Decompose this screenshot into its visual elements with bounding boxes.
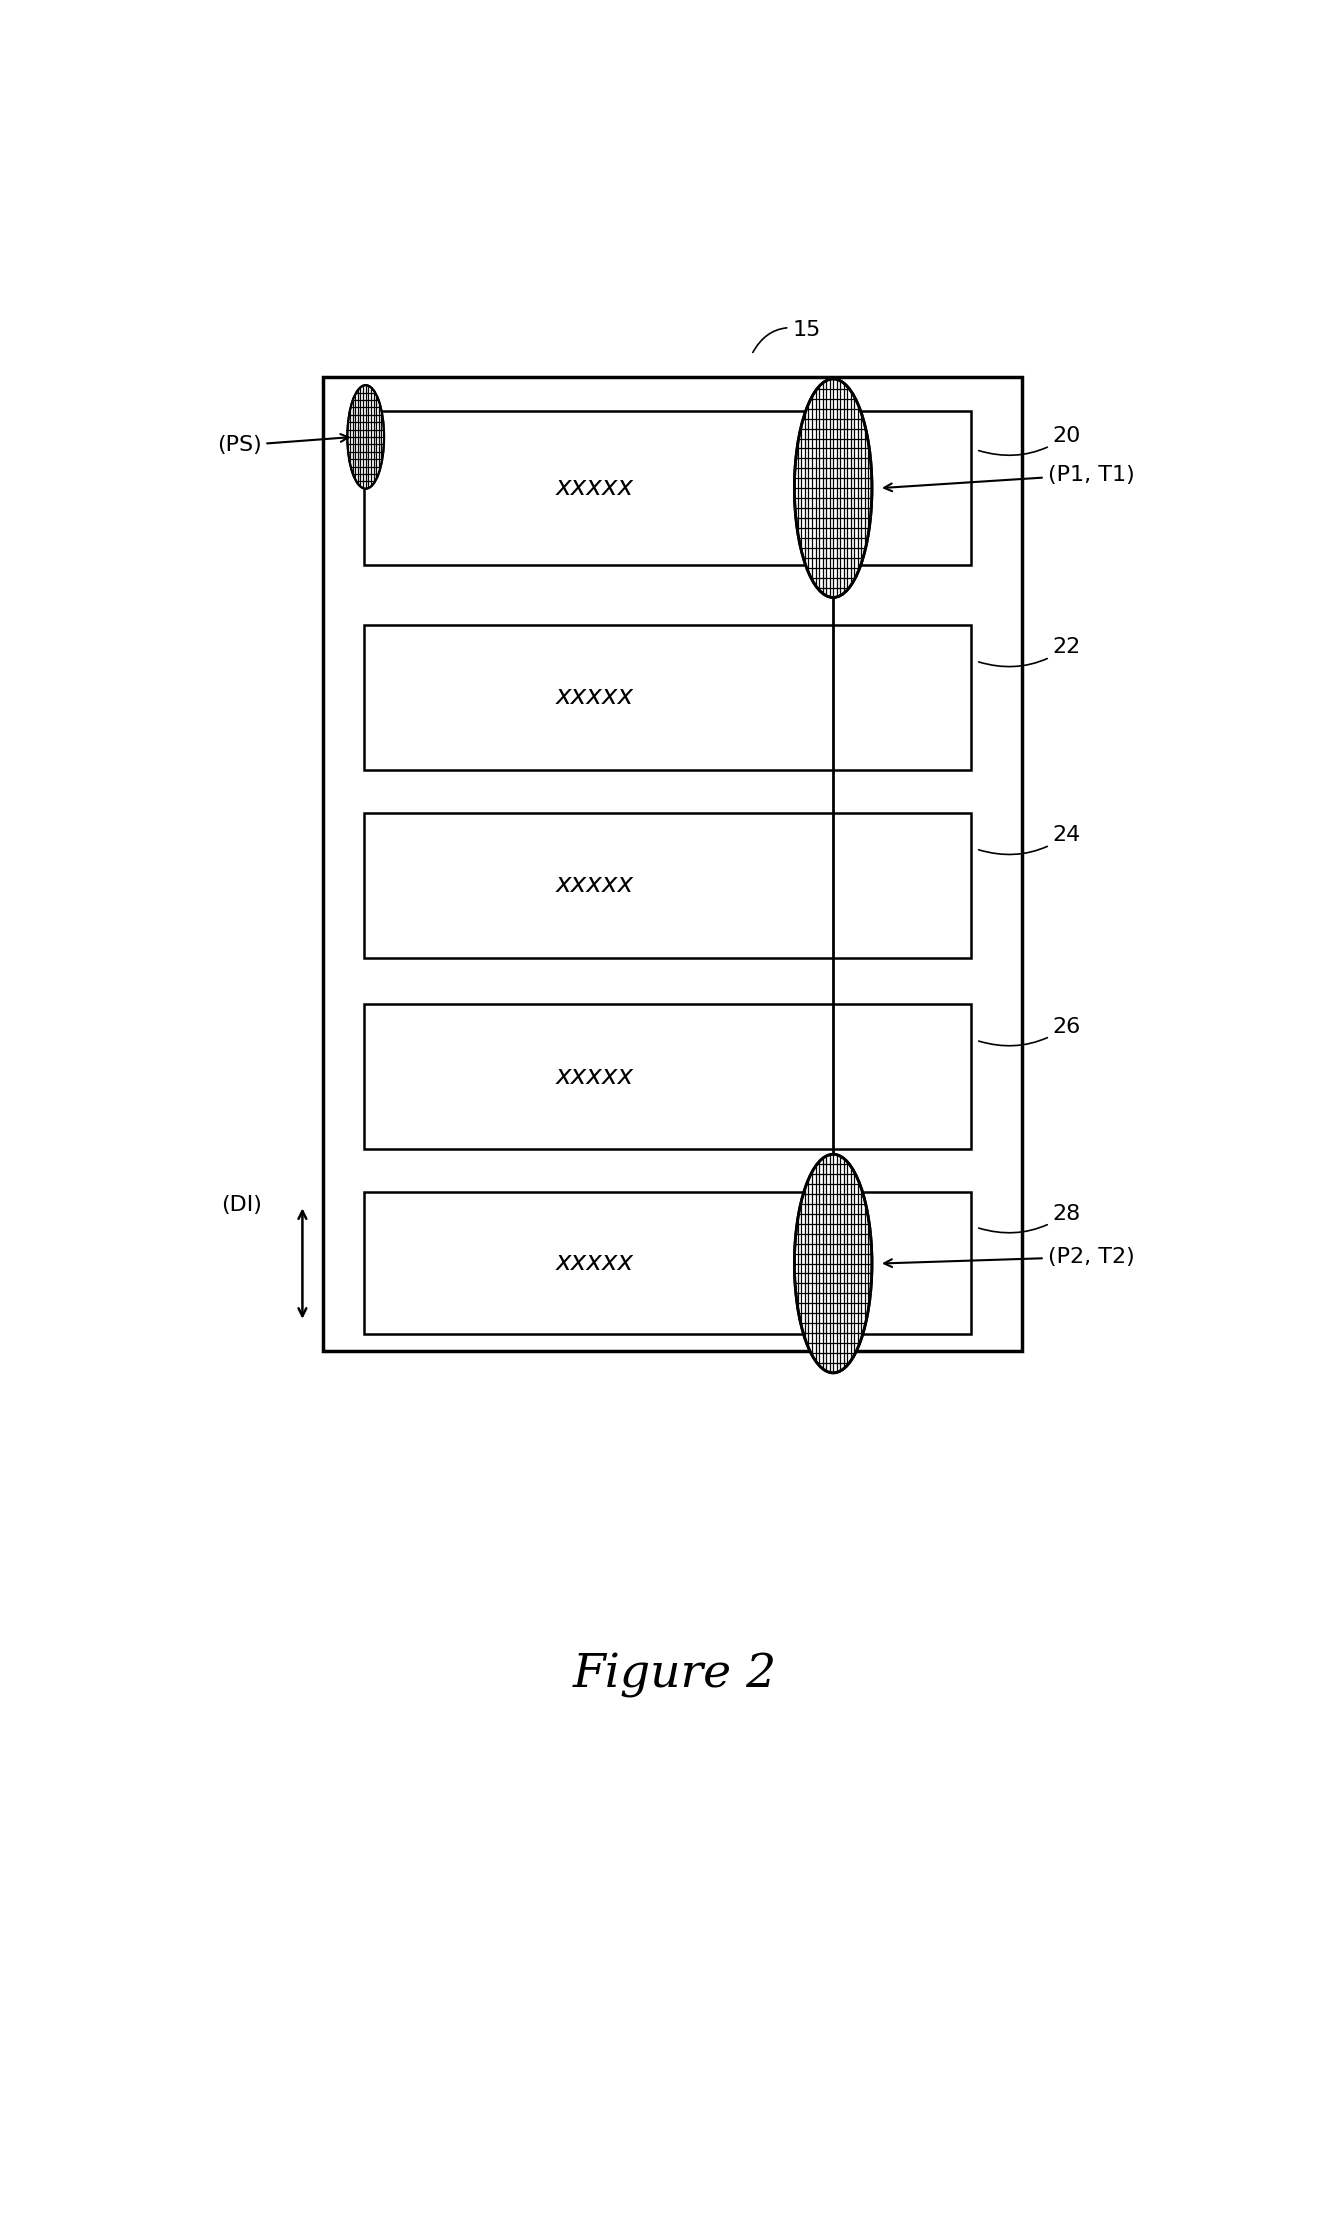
Bar [323,377,1022,1351]
Bar [363,1191,971,1333]
Text: 15: 15 [753,319,820,353]
Text: (DI): (DI) [221,1196,262,1215]
Bar [363,812,971,958]
Text: 24: 24 [979,825,1081,854]
Text: Figure 2: Figure 2 [573,1652,777,1697]
Ellipse shape [794,379,872,597]
Bar [363,1005,971,1149]
Text: 20: 20 [979,426,1081,455]
Text: xxxxx: xxxxx [556,872,633,898]
Text: 26: 26 [979,1016,1081,1045]
Bar [363,410,971,566]
Text: (P1, T1): (P1, T1) [884,464,1134,490]
Text: xxxxx: xxxxx [556,475,633,501]
Text: (PS): (PS) [217,435,349,455]
Text: 28: 28 [979,1204,1081,1233]
Text: xxxxx: xxxxx [556,1249,633,1275]
Text: xxxxx: xxxxx [556,685,633,710]
Bar [363,625,971,770]
Ellipse shape [348,386,385,488]
Ellipse shape [794,1153,872,1373]
Text: xxxxx: xxxxx [556,1065,633,1089]
Text: (P2, T2): (P2, T2) [884,1247,1134,1266]
Text: 22: 22 [979,637,1081,668]
